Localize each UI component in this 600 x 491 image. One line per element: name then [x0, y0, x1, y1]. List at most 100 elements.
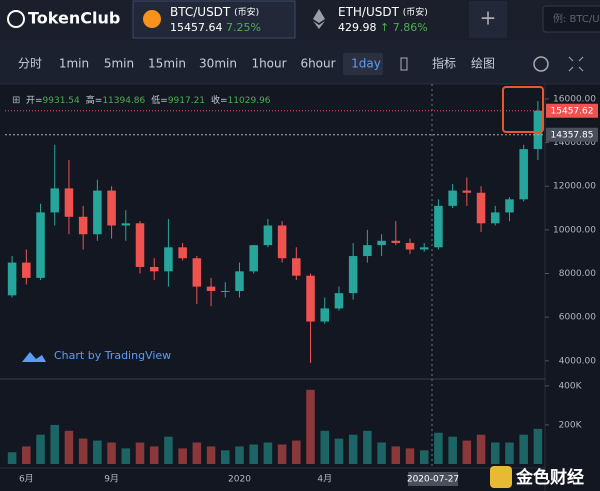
volume-bar [377, 442, 386, 464]
settings-icon[interactable] [533, 56, 549, 72]
candle-body [135, 223, 145, 267]
logo-icon [7, 10, 25, 28]
pair: BTC/USDT [170, 5, 231, 19]
price: 429.98 [338, 21, 377, 34]
watermark-text: Chart by TradingView [54, 349, 171, 362]
interval[interactable]: 30min [199, 57, 237, 71]
candle-body [476, 192, 486, 224]
candle-body [491, 212, 500, 224]
candle-body [391, 240, 401, 243]
add-button[interactable] [469, 1, 507, 38]
watermark-icon [22, 352, 46, 362]
pair: ETH/USDT [338, 5, 400, 19]
volume-bar [320, 430, 329, 464]
volume-bar [235, 446, 244, 464]
volume-bar [348, 434, 358, 464]
highlight-box [502, 86, 544, 133]
volume-bar [519, 434, 528, 464]
candle-body [505, 199, 514, 213]
tab[interactable] [300, 1, 465, 38]
volume-bar [277, 444, 287, 464]
y-tick-label: 4000.00 [559, 356, 596, 366]
volume-bar [7, 452, 17, 464]
volume-bar [50, 424, 59, 464]
volume-tick-label: 400K [558, 381, 582, 391]
candle-body [22, 262, 31, 278]
candle-body [292, 258, 301, 276]
volume-bar [78, 438, 88, 464]
arrow: ↑ [380, 21, 389, 34]
candle-body [206, 286, 216, 291]
candle-body [178, 247, 187, 259]
candle-body [249, 245, 258, 272]
candle-body [121, 223, 131, 226]
eth-icon [313, 9, 325, 29]
tab-price: 15457.64 7.25% [170, 21, 261, 34]
volume-bar [121, 448, 131, 464]
volume-bar [22, 446, 31, 464]
candle-body [320, 308, 329, 322]
crosshair-date: 2020-07-27 [407, 475, 459, 485]
candle-body [64, 188, 74, 217]
ohlc-value: 11029.96 [228, 96, 271, 106]
candle-body [263, 225, 273, 246]
volume-bar [36, 434, 45, 464]
candle-body [334, 293, 344, 309]
volume-bar [306, 389, 315, 464]
ohlc-legend: 开=9931.54 高=11394.86 低=9917.21 收=11029.96 [26, 94, 271, 106]
toolbar [0, 40, 600, 84]
candle-body [221, 290, 230, 292]
collapse-icon[interactable]: ⊞ [12, 95, 20, 106]
last-price-box [546, 103, 598, 118]
candle-body [348, 256, 358, 294]
volume-tick-label: 200K [558, 420, 582, 430]
interval[interactable]: 分时 [18, 57, 42, 71]
interval[interactable]: 1day [351, 57, 381, 71]
active-interval [343, 53, 383, 75]
volume-bar [249, 444, 258, 464]
volume-bar [363, 430, 372, 464]
volume-bar [476, 434, 486, 464]
exchange: (币安) [403, 6, 428, 18]
candle-body [164, 247, 173, 272]
candle-body [36, 212, 45, 278]
volume-bar [221, 450, 230, 464]
candle-icon[interactable] [400, 57, 408, 71]
candle-body [78, 216, 88, 235]
volume-bar [391, 446, 401, 464]
volume-bar [263, 442, 273, 464]
logo: TokenClub [28, 9, 120, 28]
ohlc-value: 11394.86 [102, 96, 145, 106]
volume-bar [434, 432, 443, 464]
ohlc-label: 收= [211, 94, 228, 106]
ohlc-label: 高= [86, 94, 103, 106]
crosshair-date-box [408, 472, 458, 486]
volume-bar [135, 442, 145, 464]
tab-price: 429.98 ↑ 7.86% [338, 21, 428, 34]
interval[interactable]: 1min [59, 57, 89, 71]
price-line-box [546, 127, 598, 142]
volume-bar [505, 442, 514, 464]
interval[interactable]: 6hour [300, 57, 335, 71]
y-tick-label: 10000.00 [553, 225, 596, 235]
volume-bar [164, 436, 173, 464]
candle-body [519, 149, 528, 200]
candle-body [419, 247, 429, 250]
y-tick-label: 8000.00 [559, 269, 596, 279]
fullscreen-icon[interactable] [568, 56, 584, 72]
btc-icon [143, 10, 161, 28]
add-icon: + [480, 6, 497, 30]
interval[interactable]: 5min [104, 57, 134, 71]
y-tick-label: 6000.00 [559, 313, 596, 323]
search-box[interactable] [542, 5, 600, 33]
candle-body [149, 266, 159, 272]
x-tick-label: 2020 [228, 475, 251, 485]
indicators[interactable]: 指标 [432, 56, 456, 71]
volume-bar [292, 440, 301, 464]
draw-tools[interactable]: 绘图 [471, 56, 495, 71]
ohlc-label: 低= [151, 94, 168, 106]
ohlc-label: 开= [26, 95, 43, 106]
interval[interactable]: 15min [148, 57, 186, 71]
volume-bar [462, 440, 472, 464]
interval[interactable]: 1hour [251, 57, 286, 71]
